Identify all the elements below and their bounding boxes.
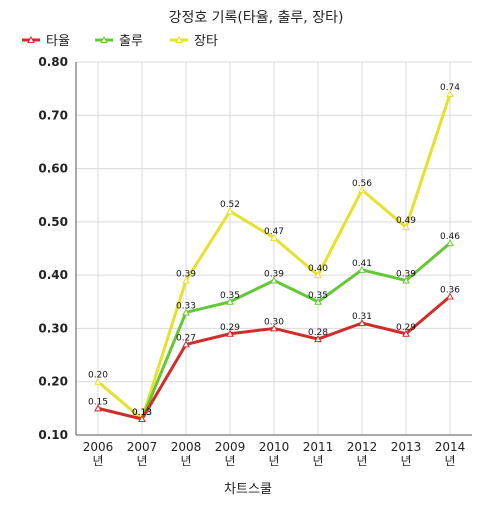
x-tick-label: 2012 년	[347, 440, 378, 468]
data-point[interactable]	[138, 414, 146, 423]
data-label: 0.28	[308, 328, 328, 338]
y-tick-label: 0.70	[38, 108, 68, 122]
legend-label: 장타	[194, 34, 218, 49]
x-axis-ticks: 2006 년 2007 년 2008 년 2009 년 2010 년 2011 년 2012 년 2013 년…	[83, 440, 466, 468]
x-tick-label: 2006 년	[83, 440, 114, 468]
data-label: 0.40	[308, 264, 328, 274]
data-point[interactable]	[182, 340, 190, 348]
data-point[interactable]	[94, 404, 102, 412]
legend-item[interactable]: 타율	[22, 34, 70, 49]
data-point[interactable]	[226, 297, 234, 305]
data-point[interactable]	[270, 233, 278, 241]
series-points	[94, 89, 454, 423]
data-point[interactable]	[358, 185, 366, 193]
data-point[interactable]	[226, 207, 234, 215]
data-label: 0.39	[264, 269, 284, 279]
grid-lines	[76, 61, 472, 436]
y-tick-label: 0.80	[38, 55, 68, 69]
data-label: 0.31	[352, 312, 372, 322]
data-label: 0.41	[352, 259, 372, 269]
data-label: 0.30	[264, 317, 284, 327]
data-point[interactable]	[182, 308, 190, 316]
x-tick-label: 2009 년	[215, 440, 246, 468]
data-label: 0.39	[176, 269, 196, 279]
data-point[interactable]	[446, 89, 454, 97]
data-label: 0.35	[220, 291, 240, 301]
data-label: 0.74	[440, 83, 460, 93]
y-tick-label: 0.20	[38, 375, 68, 389]
data-label: 0.47	[264, 227, 284, 237]
data-point[interactable]	[270, 276, 278, 284]
x-tick-label: 2014 년	[435, 440, 466, 468]
data-label: 0.29	[396, 323, 416, 333]
data-labels: 0.15 0.13 0.27 0.29 0.30 0.28 0.31 0.29 0.36 0.33…	[88, 83, 460, 418]
data-point[interactable]	[314, 335, 322, 343]
data-point[interactable]	[314, 297, 322, 305]
legend-marker	[100, 35, 108, 43]
data-label: 0.13	[132, 408, 152, 418]
data-label: 0.27	[176, 333, 196, 343]
legend[interactable]: 타율 출루 장타	[22, 34, 218, 49]
y-tick-label: 0.60	[38, 162, 68, 176]
data-point[interactable]	[182, 276, 190, 284]
data-label: 0.29	[220, 323, 240, 333]
data-label: 0.49	[396, 216, 416, 226]
x-tick-label: 2013 년	[391, 440, 422, 468]
x-tick-label: 2008 년	[171, 440, 202, 468]
data-point[interactable]	[446, 239, 454, 247]
data-label: 0.36	[440, 285, 460, 295]
data-point[interactable]	[358, 319, 366, 327]
x-axis-label: 차트스쿨	[224, 482, 272, 497]
legend-item[interactable]: 장타	[170, 34, 218, 49]
x-tick-label: 2007 년	[127, 440, 158, 468]
y-tick-label: 0.40	[38, 268, 68, 282]
y-tick-label: 0.50	[38, 215, 68, 229]
chart-title: 강정호 기록(타율, 출루, 장타)	[169, 10, 344, 26]
data-label: 0.20	[88, 371, 108, 381]
x-tick-label: 2010 년	[259, 440, 290, 468]
data-point[interactable]	[270, 324, 278, 332]
data-label: 0.46	[440, 232, 460, 242]
data-label: 0.33	[176, 301, 196, 311]
data-label: 0.15	[88, 397, 108, 407]
y-tick-label: 0.10	[38, 428, 68, 442]
y-tick-label: 0.30	[38, 321, 68, 335]
data-label: 0.13	[132, 408, 152, 418]
legend-item[interactable]: 출루	[95, 34, 143, 49]
legend-label: 타율	[46, 34, 70, 49]
legend-marker	[175, 35, 183, 43]
data-label: 0.39	[396, 269, 416, 279]
data-label: 0.52	[220, 200, 240, 210]
data-point[interactable]	[446, 292, 454, 300]
legend-marker	[27, 35, 35, 43]
axes	[75, 62, 472, 436]
data-point[interactable]	[402, 223, 410, 231]
legend-label: 출루	[119, 34, 143, 49]
data-point[interactable]	[402, 329, 410, 337]
data-label: 0.35	[308, 291, 328, 301]
data-label: 0.56	[352, 179, 372, 189]
y-axis-ticks: 0.10 0.20 0.30 0.40 0.50 0.60 0.70 0.80	[38, 55, 68, 442]
data-point[interactable]	[402, 276, 410, 284]
data-point[interactable]	[94, 377, 102, 385]
x-tick-label: 2011 년	[303, 440, 334, 468]
data-point[interactable]	[314, 271, 322, 279]
data-point[interactable]	[358, 265, 366, 273]
data-point[interactable]	[226, 329, 234, 337]
